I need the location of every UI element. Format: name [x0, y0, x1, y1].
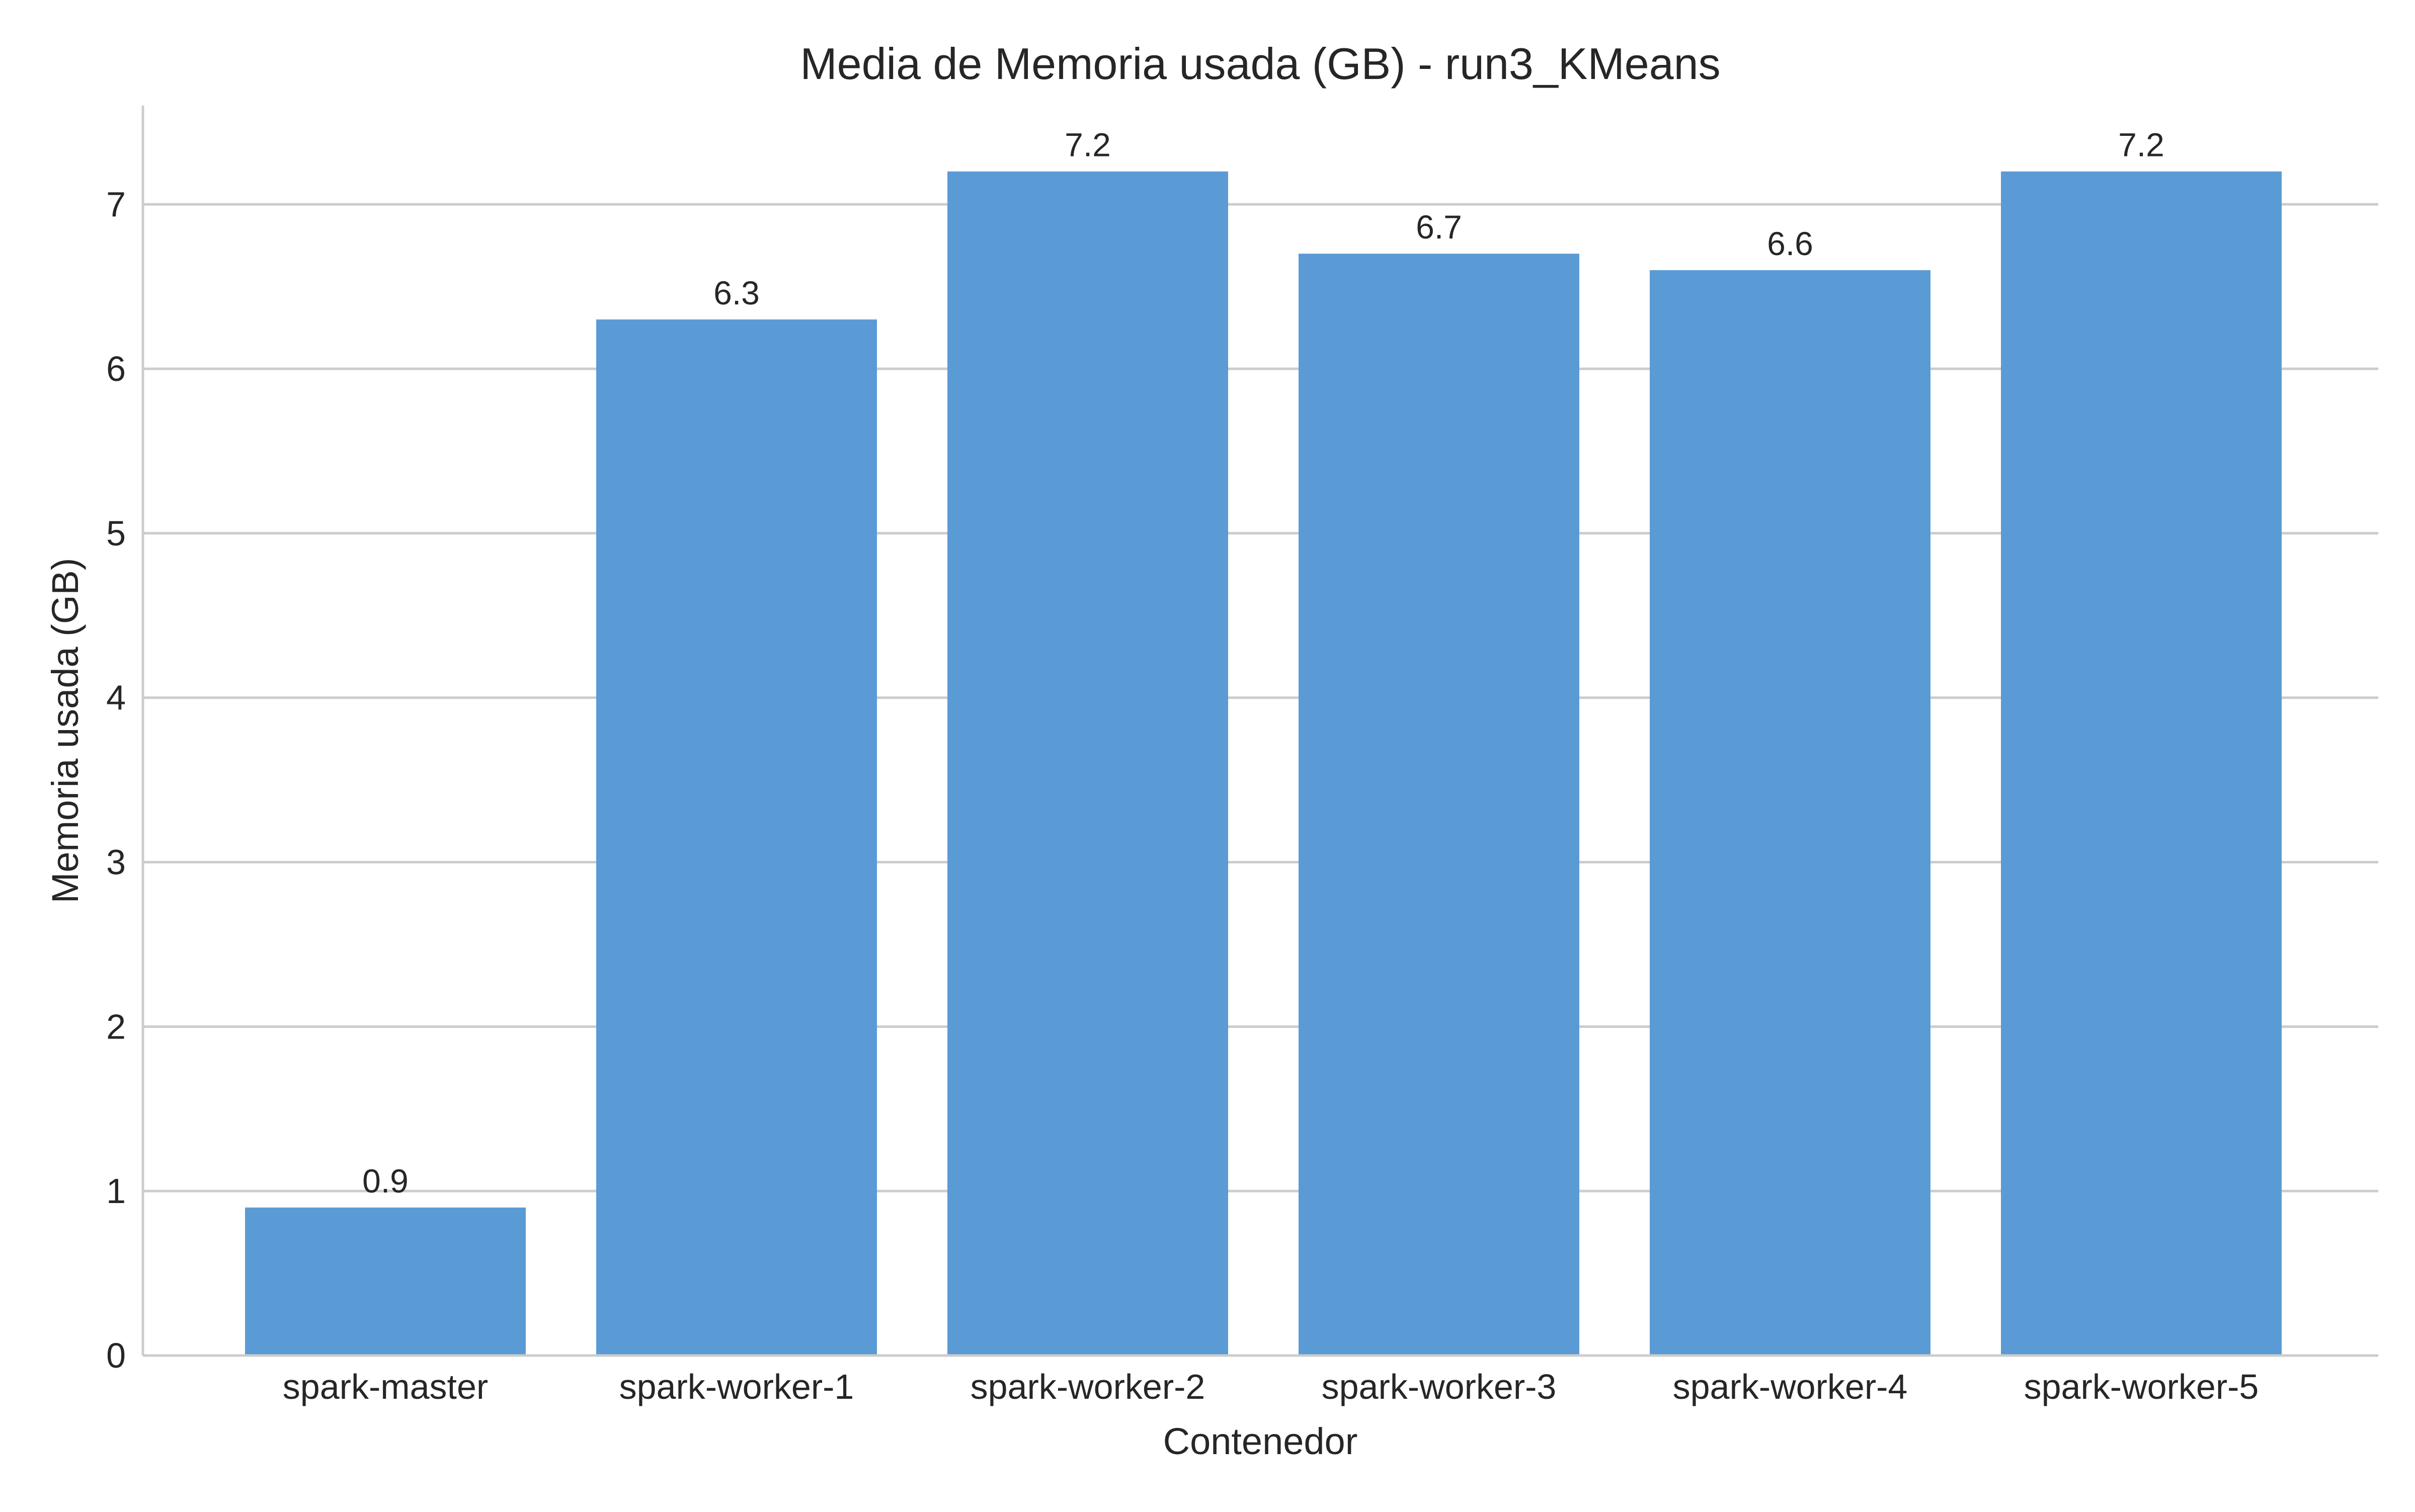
x-tick-label: spark-master [283, 1367, 488, 1406]
bar-spark-worker-1 [596, 319, 877, 1356]
bar-spark-master [245, 1207, 526, 1356]
data-label: 6.7 [1416, 208, 1462, 246]
y-tick-label: 0 [106, 1336, 126, 1375]
x-tick-label: spark-worker-2 [971, 1367, 1205, 1406]
x-tick-labels: spark-master spark-worker-1 spark-worker-2… [283, 1367, 2259, 1406]
y-tick-label: 2 [106, 1007, 126, 1046]
y-tick-label: 4 [106, 678, 126, 718]
bars [245, 171, 2282, 1356]
y-tick-label: 1 [106, 1171, 126, 1211]
y-tick-label: 3 [106, 842, 126, 882]
data-label: 6.3 [713, 274, 760, 311]
x-tick-label: spark-worker-1 [619, 1367, 854, 1406]
axes-spines [141, 106, 2378, 1357]
bar-spark-worker-2 [947, 171, 1228, 1356]
y-tick-labels: 0 1 2 3 4 5 6 7 [106, 185, 126, 1375]
chart-title: Media de Memoria usada (GB) - run3_KMean… [800, 39, 1720, 89]
y-tick-label: 5 [106, 514, 126, 553]
data-label: 7.2 [1065, 126, 1111, 164]
bar-spark-worker-4 [1650, 270, 1930, 1356]
x-tick-label: spark-worker-4 [1673, 1367, 1908, 1406]
x-axis-label: Contenedor [1163, 1420, 1358, 1462]
y-tick-label: 7 [106, 185, 126, 224]
y-tick-label: 6 [106, 349, 126, 388]
data-labels: 0.9 6.3 7.2 6.7 6.6 7.2 [362, 126, 2164, 1200]
data-label: 6.6 [1767, 225, 1813, 262]
bar-spark-worker-3 [1299, 254, 1579, 1356]
gridlines [143, 203, 2378, 1192]
data-label: 7.2 [2118, 126, 2164, 164]
data-label: 0.9 [362, 1162, 409, 1200]
y-axis-label: Memoria usada (GB) [44, 558, 86, 904]
x-tick-label: spark-worker-5 [2024, 1367, 2259, 1406]
x-tick-label: spark-worker-3 [1322, 1367, 1557, 1406]
bar-spark-worker-5 [2001, 171, 2282, 1356]
